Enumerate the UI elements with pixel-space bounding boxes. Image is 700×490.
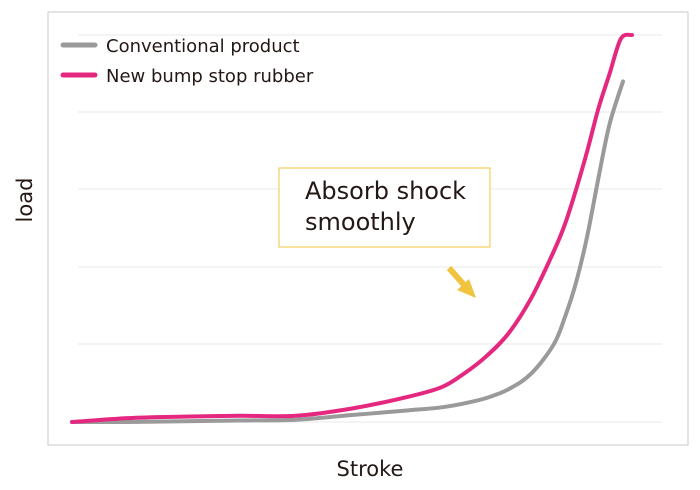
series-layer (70, 32, 634, 425)
annotation-box (278, 167, 491, 248)
annotation-line-2: smoothly (305, 208, 416, 236)
x-axis-label: Stroke (337, 457, 404, 481)
grid-lines (78, 34, 662, 423)
annotation: Absorb shock smoothly (278, 167, 491, 248)
legend: Conventional product New bump stop rubbe… (60, 36, 314, 87)
annotation-line-1: Absorb shock (305, 177, 466, 205)
series-line-1 (70, 32, 634, 424)
y-axis-label: load (13, 178, 37, 223)
arrow-icon (446, 266, 476, 298)
plot-frame (47, 11, 689, 446)
legend-label-conventional: Conventional product (106, 36, 300, 57)
series-line-0 (70, 79, 625, 425)
legend-label-new-bump-stop: New bump stop rubber (106, 66, 314, 87)
